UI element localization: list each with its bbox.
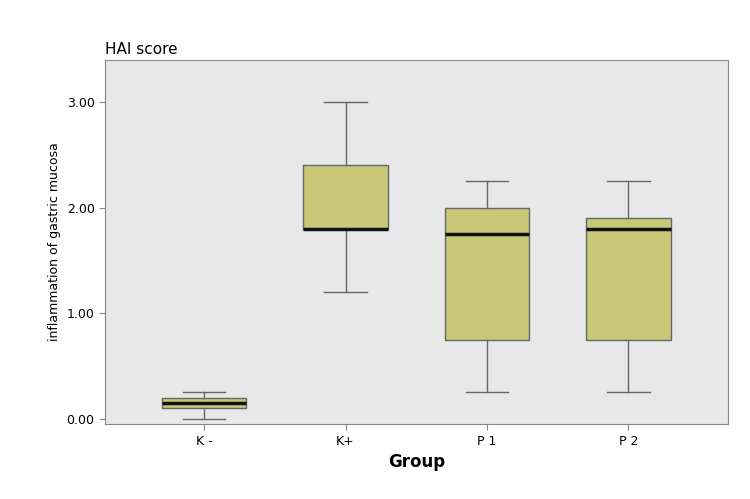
PathPatch shape [161,398,247,408]
X-axis label: Group: Group [388,453,445,471]
PathPatch shape [586,218,671,340]
Y-axis label: inflammation of gastric mucosa: inflammation of gastric mucosa [48,143,61,341]
PathPatch shape [303,166,388,229]
PathPatch shape [445,208,530,340]
Text: HAI score: HAI score [105,42,178,57]
